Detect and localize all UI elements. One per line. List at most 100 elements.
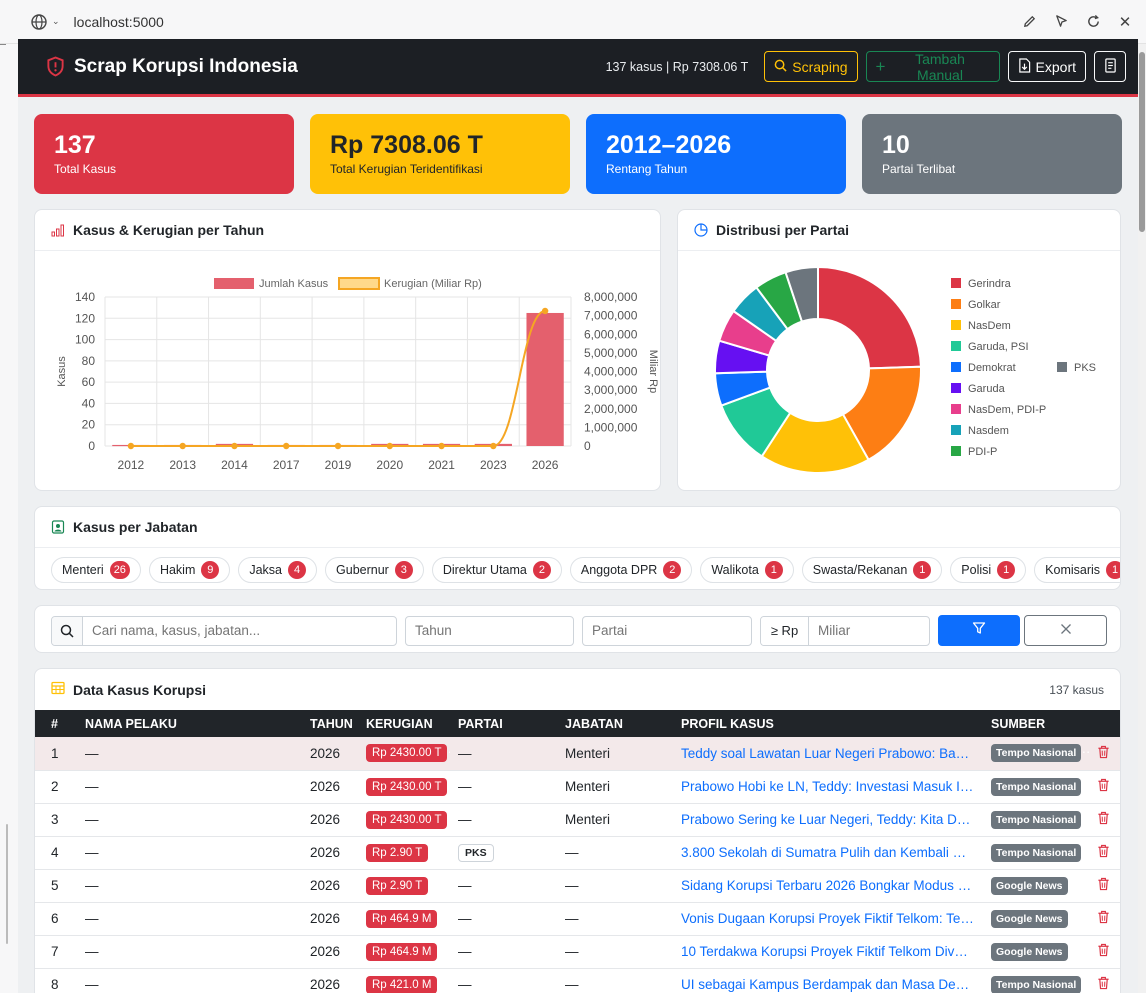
pie-legend-label[interactable]: Garuda, PSI bbox=[968, 341, 1029, 353]
sumber-badge[interactable]: Google News bbox=[991, 909, 1068, 928]
point-kerugian[interactable] bbox=[334, 442, 342, 450]
col-no[interactable]: # bbox=[35, 710, 77, 737]
export-button[interactable]: Export bbox=[1007, 51, 1086, 82]
address-bar[interactable]: localhost:5000 bbox=[73, 13, 164, 30]
tahun-field[interactable] bbox=[405, 615, 574, 646]
table-row[interactable]: 5—2026 Rp 2.90 T — — Sidang Korupsi Terbaru … bbox=[35, 869, 1120, 903]
reset-filter-button[interactable] bbox=[1024, 615, 1107, 646]
point-kerugian[interactable] bbox=[386, 442, 393, 450]
reload-icon[interactable] bbox=[1084, 13, 1102, 31]
chevron-down-icon[interactable]: ⌄ bbox=[52, 16, 60, 26]
tahun-input[interactable] bbox=[406, 623, 571, 638]
pie-legend-label[interactable]: NasDem, PDI-P bbox=[968, 404, 1046, 416]
sumber-badge[interactable]: Tempo Nasional bbox=[991, 843, 1082, 862]
trash-icon[interactable] bbox=[1097, 778, 1111, 793]
col-partai[interactable]: Partai bbox=[450, 710, 557, 737]
filter-button[interactable] bbox=[938, 615, 1020, 646]
scraping-button[interactable]: Scraping bbox=[764, 51, 858, 82]
scrollbar[interactable] bbox=[1138, 44, 1146, 993]
point-kerugian[interactable] bbox=[438, 442, 445, 450]
cursor-icon[interactable] bbox=[1052, 13, 1070, 31]
pie-legend-swatch[interactable] bbox=[951, 446, 961, 456]
legend-label-kerugian[interactable]: Kerugian (Miliar Rp) bbox=[384, 278, 482, 290]
pie-legend-swatch[interactable] bbox=[951, 362, 961, 372]
pie-legend-swatch[interactable] bbox=[951, 278, 961, 288]
trash-icon[interactable] bbox=[1097, 943, 1111, 958]
col-nama[interactable]: Nama Pelaku bbox=[77, 710, 302, 737]
jabatan-chip[interactable]: Anggota DPR 2 bbox=[569, 557, 693, 583]
pie-legend-swatch[interactable] bbox=[951, 320, 961, 330]
partai-input[interactable] bbox=[583, 623, 749, 638]
trash-icon[interactable] bbox=[1097, 811, 1111, 826]
table-row[interactable]: 2—2026 Rp 2430.00 T — Menteri Prabowo Hobi k… bbox=[35, 770, 1120, 804]
jabatan-chip[interactable]: Walikota 1 bbox=[700, 557, 794, 583]
trash-icon[interactable] bbox=[1097, 910, 1111, 925]
pie-legend-label[interactable]: Garuda bbox=[968, 383, 1006, 395]
row-profil-link[interactable]: 3.800 Sekolah di Sumatra Pulih dan Kemba… bbox=[673, 836, 983, 870]
table-row[interactable]: 8—2026 Rp 421.0 M — — UI sebagai Kampus Berd… bbox=[35, 968, 1120, 993]
trash-icon[interactable] bbox=[1097, 976, 1111, 991]
point-kerugian[interactable] bbox=[541, 307, 549, 315]
trash-icon[interactable] bbox=[1097, 844, 1111, 859]
row-profil-link[interactable]: Sidang Korupsi Terbaru 2026 Bongkar Modu… bbox=[673, 869, 983, 903]
pie-legend-swatch[interactable] bbox=[951, 404, 961, 414]
sumber-badge[interactable]: Tempo Nasional bbox=[991, 975, 1082, 993]
jabatan-chip[interactable]: Swasta/Rekanan 1 bbox=[801, 557, 943, 583]
pen-icon[interactable] bbox=[1020, 13, 1038, 31]
col-tahun[interactable]: Tahun bbox=[302, 710, 358, 737]
pie-legend-swatch[interactable] bbox=[951, 425, 961, 435]
point-kerugian[interactable] bbox=[127, 442, 135, 450]
globe-icon[interactable] bbox=[30, 13, 48, 31]
sumber-badge[interactable]: Google News bbox=[991, 942, 1068, 961]
pie-legend-swatch[interactable] bbox=[951, 383, 961, 393]
pie-legend-label[interactable]: Demokrat bbox=[968, 362, 1016, 374]
col-kerugian[interactable]: Kerugian bbox=[358, 710, 450, 737]
col-sumber[interactable]: Sumber bbox=[983, 710, 1089, 737]
jabatan-chip[interactable]: Jaksa 4 bbox=[238, 557, 318, 583]
point-kerugian[interactable] bbox=[490, 442, 497, 450]
tambah-manual-button[interactable]: + Tambah Manual bbox=[865, 51, 1000, 83]
row-profil-link[interactable]: UI sebagai Kampus Berdampak dan Masa Dep… bbox=[673, 968, 983, 993]
table-row[interactable]: 4—2026 Rp 2.90 T PKS —3.800 Sekolah di Suma… bbox=[35, 836, 1120, 870]
pie-legend-swatch[interactable] bbox=[951, 299, 961, 309]
table-row[interactable]: 6—2026 Rp 464.9 M — — Vonis Dugaan Korupsi P… bbox=[35, 902, 1120, 936]
pie-legend-label[interactable]: PDI-P bbox=[968, 446, 997, 458]
sumber-badge[interactable]: Tempo Nasional bbox=[991, 777, 1082, 796]
sumber-badge[interactable]: Tempo Nasional bbox=[991, 810, 1082, 829]
point-kerugian[interactable] bbox=[179, 442, 186, 450]
row-profil-link[interactable]: Prabowo Sering ke Luar Negeri, Teddy: Ki… bbox=[673, 803, 983, 837]
pie-slice[interactable] bbox=[817, 265, 922, 370]
notes-button[interactable] bbox=[1094, 51, 1126, 82]
jabatan-chip[interactable]: Direktur Utama 2 bbox=[431, 557, 562, 583]
table-row[interactable]: 3—2026 Rp 2430.00 T — Menteri Prabowo Sering… bbox=[35, 803, 1120, 837]
sumber-badge[interactable]: Tempo Nasional bbox=[991, 744, 1082, 763]
jabatan-chip[interactable]: Menteri 26 bbox=[51, 557, 141, 583]
jabatan-chip[interactable]: Polisi 1 bbox=[950, 557, 1027, 583]
search-input[interactable] bbox=[83, 616, 395, 645]
pie-slice[interactable] bbox=[784, 265, 819, 323]
partai-field[interactable] bbox=[582, 615, 752, 646]
brand[interactable]: Scrap Korupsi Indonesia bbox=[46, 56, 298, 78]
row-profil-link[interactable]: Teddy soal Lawatan Luar Negeri Prabowo: … bbox=[673, 737, 983, 771]
miliar-input[interactable] bbox=[809, 616, 929, 645]
trash-icon[interactable] bbox=[1097, 877, 1111, 892]
col-profil[interactable]: Profil Kasus bbox=[673, 710, 983, 737]
pie-legend-label[interactable]: Golkar bbox=[968, 299, 1001, 311]
pie-legend-label[interactable]: PKS bbox=[1074, 362, 1096, 374]
pie-legend-label[interactable]: NasDem bbox=[968, 320, 1011, 332]
jabatan-chip[interactable]: Hakim 9 bbox=[148, 557, 231, 583]
sumber-badge[interactable]: Google News bbox=[991, 876, 1068, 895]
bar-kasus[interactable] bbox=[526, 312, 564, 446]
legend-swatch-kerugian[interactable] bbox=[338, 277, 380, 290]
close-icon[interactable]: ✕ bbox=[1118, 13, 1132, 31]
row-profil-link[interactable]: Prabowo Hobi ke LN, Teddy: Investasi Mas… bbox=[673, 770, 983, 804]
pie-legend-label[interactable]: Gerindra bbox=[968, 278, 1012, 290]
pie-legend-swatch[interactable] bbox=[1057, 362, 1067, 372]
jabatan-chip[interactable]: Gubernur 3 bbox=[325, 557, 424, 583]
table-row[interactable]: 1—2026 Rp 2430.00 T — Menteri Teddy soal Law… bbox=[35, 737, 1120, 771]
trash-icon[interactable] bbox=[1097, 745, 1111, 760]
legend-swatch-kasus[interactable] bbox=[214, 278, 254, 289]
jabatan-chip[interactable]: Komisaris 1 bbox=[1034, 557, 1120, 583]
point-kerugian[interactable] bbox=[283, 442, 290, 450]
legend-label-kasus[interactable]: Jumlah Kasus bbox=[259, 278, 329, 290]
